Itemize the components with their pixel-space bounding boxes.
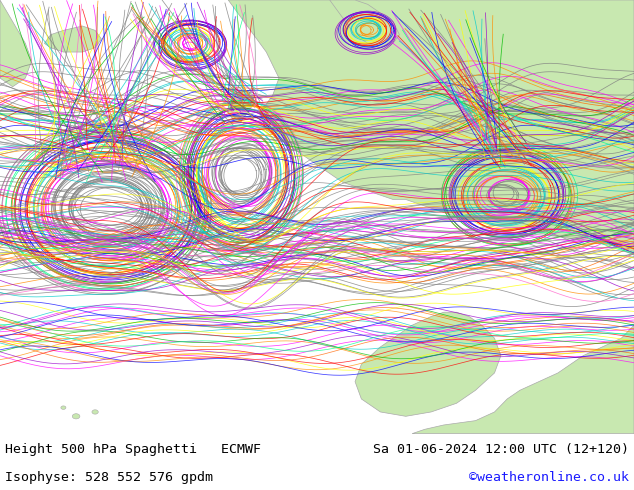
Polygon shape [228, 0, 634, 251]
Polygon shape [412, 325, 634, 434]
Polygon shape [44, 26, 101, 52]
Polygon shape [330, 0, 399, 48]
Circle shape [92, 410, 98, 414]
Polygon shape [0, 0, 32, 87]
Text: Sa 01-06-2024 12:00 UTC (12+120): Sa 01-06-2024 12:00 UTC (12+120) [373, 443, 629, 456]
Polygon shape [228, 91, 254, 122]
Text: ©weatheronline.co.uk: ©weatheronline.co.uk [469, 471, 629, 484]
Polygon shape [355, 312, 501, 416]
Text: Isophyse: 528 552 576 gpdm: Isophyse: 528 552 576 gpdm [5, 471, 213, 484]
Text: Height 500 hPa Spaghetti   ECMWF: Height 500 hPa Spaghetti ECMWF [5, 443, 261, 456]
Circle shape [72, 414, 80, 419]
Circle shape [61, 406, 66, 409]
